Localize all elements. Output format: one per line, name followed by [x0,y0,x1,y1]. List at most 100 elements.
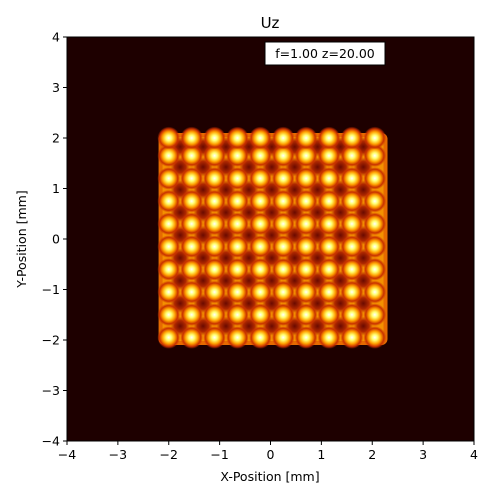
field-peak [317,280,341,304]
field-peak [180,144,204,168]
field-peak [363,326,387,349]
field-peak [363,189,387,213]
field-peak [248,257,272,281]
field-peak [294,235,318,258]
field-peak [363,212,387,236]
y-axis-label: Y-Position [mm] [14,190,29,288]
y-tick-label: −4 [42,434,60,449]
x-tick-label: 4 [470,447,478,462]
field-peak [203,303,226,327]
field-peak [203,257,226,281]
field-peak [294,126,318,150]
field-peak [363,303,387,327]
field-peak [271,235,295,258]
x-tick-label: −4 [58,447,76,462]
x-tick-label: −2 [160,447,178,462]
x-axis-label: X-Position [mm] [220,469,319,484]
field-peak [271,144,295,168]
field-peak [248,189,272,213]
y-tick-label: −3 [42,383,60,398]
field-peak [157,303,181,327]
field-peak [317,212,341,236]
x-tick-label: 0 [267,447,275,462]
annotation-box: f=1.00 z=20.00 [264,41,386,66]
y-tick-label: 3 [52,80,60,95]
x-axis: −4 −3 −2 −1 0 1 2 3 4 [58,441,478,462]
field-peak [248,280,272,304]
field-peak [340,235,364,258]
y-tick-label: 2 [52,131,60,146]
annotation-text: f=1.00 z=20.00 [275,46,375,61]
field-peak [248,144,272,168]
x-tick-label: −3 [109,447,127,462]
x-tick-label: 3 [419,447,427,462]
field-peak [203,212,226,236]
field-peak [203,280,226,304]
field-peak [180,235,204,258]
field-peak [203,235,226,258]
field-peak [363,167,387,190]
y-tick-label: −1 [42,282,60,297]
field-peak [226,257,249,281]
field-peak [157,326,181,349]
field-peak [157,167,181,190]
field-peak [180,167,204,190]
field-peak [203,326,226,349]
field-peak [226,189,249,213]
field-peak [271,167,295,190]
field-peak [180,257,204,281]
field-peak [317,235,341,258]
field-peak [363,257,387,281]
field-peak [226,167,249,190]
field-peak [248,326,272,349]
y-axis: −4 −3 −2 −1 0 1 2 3 4 [42,30,67,449]
field-peak [317,303,341,327]
field-peak [226,303,249,327]
y-tick-label: 0 [52,232,60,247]
field-peak [363,126,387,150]
field-peak [340,144,364,168]
x-tick-label: 2 [368,447,376,462]
field-peak [340,212,364,236]
field-peak [157,257,181,281]
chart-title: Uz [261,14,280,32]
field-peak [248,167,272,190]
field-peak [340,280,364,304]
field-peak [271,257,295,281]
field-peak [180,303,204,327]
field-peak [248,126,272,150]
field-peak [271,212,295,236]
field-peak [340,167,364,190]
field-peak [363,280,387,304]
x-tick-label: 1 [317,447,325,462]
field-peak [157,144,181,168]
field-peak [226,235,249,258]
field-peak [248,303,272,327]
field-peak [317,144,341,168]
field-peak [271,303,295,327]
field-peak [363,235,387,258]
field-peak [294,303,318,327]
field-peak [317,257,341,281]
field-peak [294,189,318,213]
field-peak [363,144,387,168]
field-peak [157,189,181,213]
field-peak [340,189,364,213]
field-peak [340,303,364,327]
field-peak [226,326,249,349]
field-peak [294,326,318,349]
field-peak [157,235,181,258]
field-peak [226,280,249,304]
field-peak [180,189,204,213]
field-peak [180,280,204,304]
intensity-field [157,126,388,349]
field-peak [157,280,181,304]
field-peak [180,212,204,236]
field-peak [248,235,272,258]
field-peak [271,280,295,304]
field-peak [180,126,204,150]
field-peak [157,212,181,236]
field-peak [294,212,318,236]
field-peak [294,144,318,168]
